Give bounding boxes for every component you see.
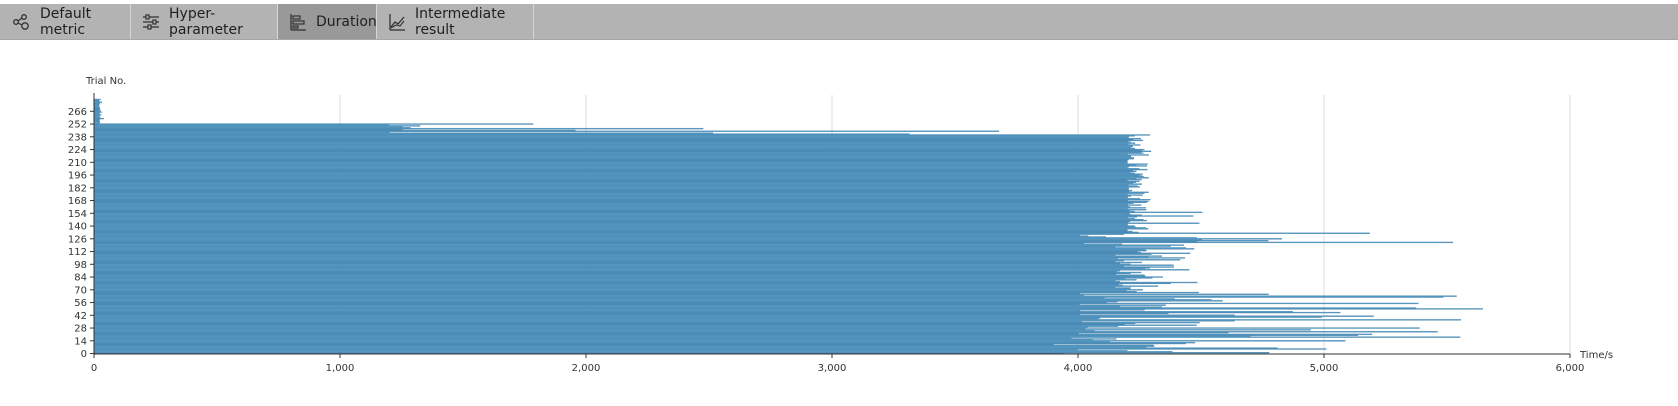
duration-chart: 0 1,000 2,000 3,000 4,000 5,000 6,000 0 14 28 42 56… — [0, 40, 1678, 402]
duration-bar — [93, 98, 101, 101]
y-tick-label: 238 — [68, 132, 87, 143]
x-axis-label: Time/s — [1579, 350, 1613, 361]
tab-duration[interactable]: Duration — [278, 4, 377, 39]
y-tick-label: 224 — [68, 145, 87, 156]
y-tick-label: 56 — [74, 298, 87, 309]
tab-label: Duration — [316, 13, 377, 30]
y-tick-label: 28 — [74, 324, 87, 335]
x-tick-label: 5,000 — [1310, 363, 1339, 374]
tab-hyper-parameter[interactable]: Hyper-parameter — [131, 4, 278, 39]
y-axis-label: Trial No. — [85, 76, 126, 87]
x-tick-label: 6,000 — [1556, 363, 1585, 374]
y-tick-label: 154 — [68, 209, 87, 220]
x-tick-label: 3,000 — [818, 363, 847, 374]
x-tick-label: 1,000 — [326, 363, 355, 374]
y-tick-label: 42 — [74, 311, 87, 322]
y-tick-label: 0 — [81, 349, 87, 360]
duration-bar — [93, 123, 534, 125]
y-tick-label: 210 — [68, 158, 87, 169]
tab-label: Default metric — [40, 5, 92, 38]
y-tick-label: 182 — [68, 183, 87, 194]
y-tick-label: 252 — [68, 120, 87, 131]
y-tick-label: 196 — [68, 171, 87, 182]
line-chart-icon — [387, 12, 407, 32]
network-icon — [12, 12, 32, 32]
tab-default-metric[interactable]: Default metric — [2, 4, 131, 39]
sliders-icon — [141, 12, 161, 32]
tab-intermediate-result[interactable]: Intermediate result — [377, 4, 534, 39]
y-tick-label: 140 — [68, 222, 87, 233]
x-tick-label: 2,000 — [572, 363, 601, 374]
y-tick-label: 168 — [68, 196, 87, 207]
tab-label: Hyper-parameter — [169, 5, 243, 38]
y-tick-label: 14 — [74, 336, 87, 347]
y-tick-label: 98 — [74, 260, 87, 271]
tab-bar: Default metric Hyper-parameter Duration … — [0, 4, 1678, 40]
bar-chart-icon — [288, 12, 308, 32]
y-tick-label: 84 — [74, 273, 87, 284]
y-tick-label: 266 — [68, 107, 87, 118]
x-tick-label: 0 — [91, 363, 97, 374]
x-tick-label: 4,000 — [1064, 363, 1093, 374]
y-tick-label: 70 — [74, 285, 87, 296]
y-tick-label: 112 — [68, 247, 87, 258]
tab-label: Intermediate result — [415, 5, 506, 38]
y-tick-label: 126 — [68, 234, 87, 245]
